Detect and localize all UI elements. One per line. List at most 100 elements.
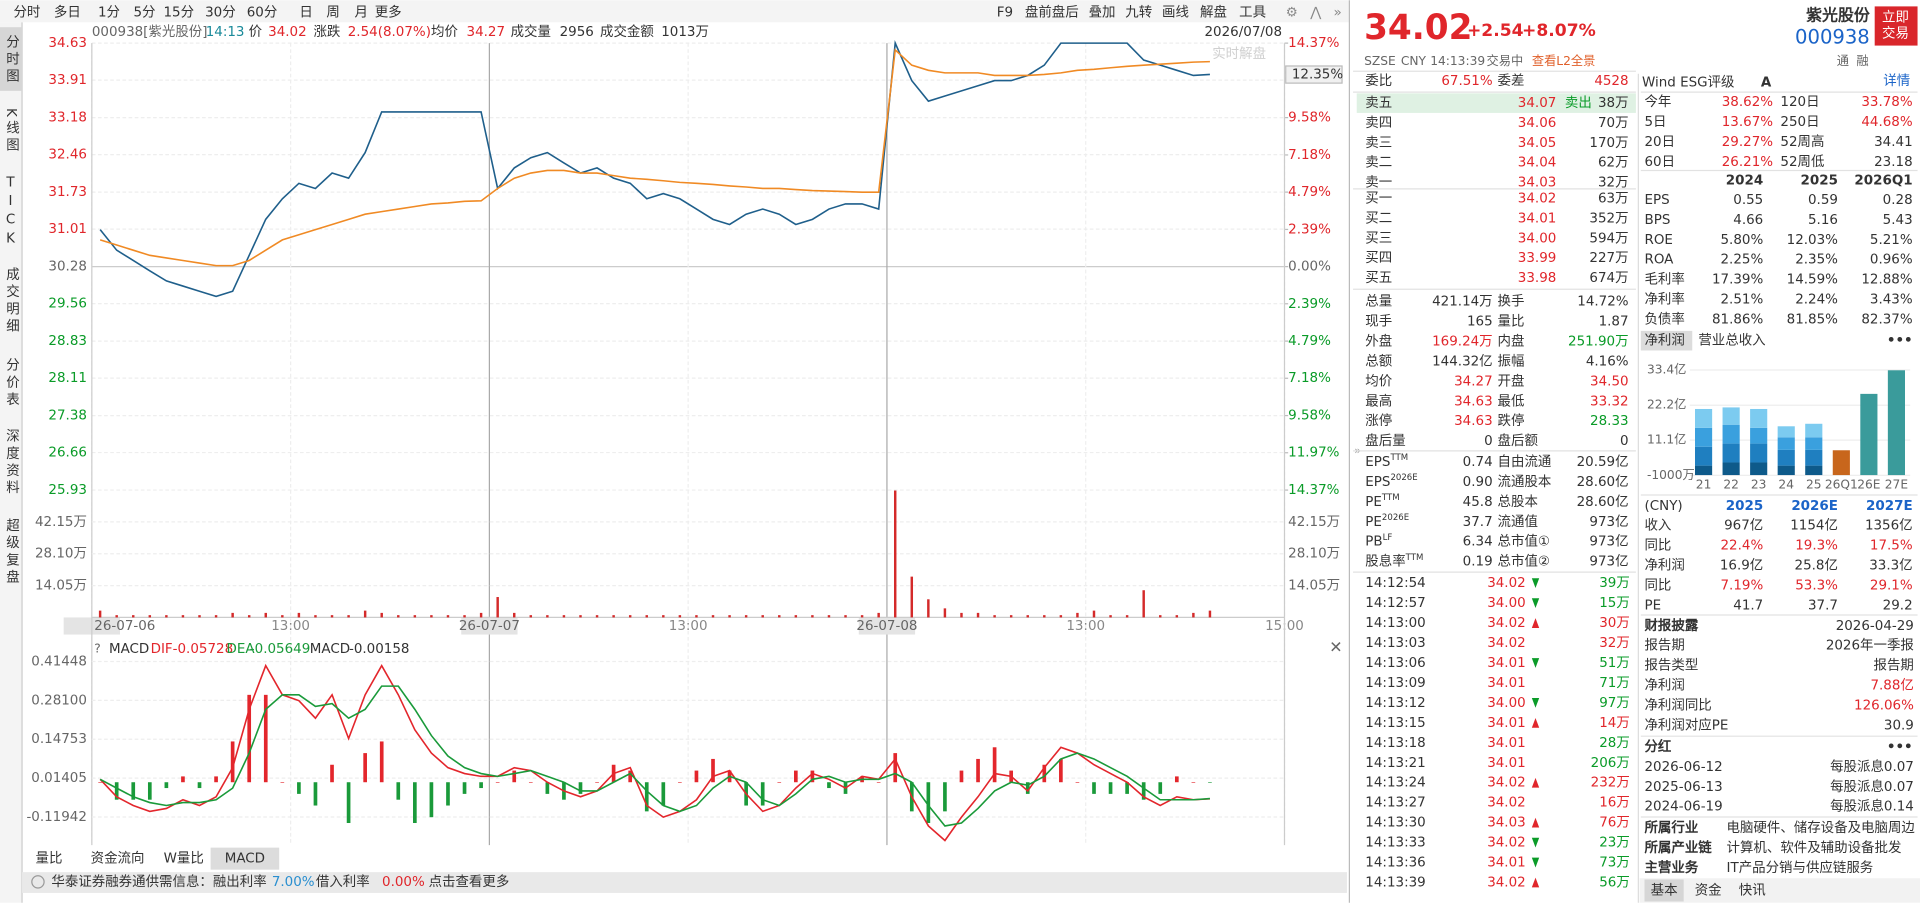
toolbar-button[interactable]: 周	[326, 6, 339, 21]
report-value: 7.88亿	[1870, 678, 1913, 694]
toolbar-button[interactable]: 1分	[98, 5, 120, 21]
quote-icon[interactable]: 融	[1856, 54, 1868, 68]
y-tick-label: 26.66	[48, 446, 87, 461]
toolbar-button[interactable]: F9	[997, 6, 1013, 21]
toolbar-button[interactable]: 多日	[54, 4, 81, 21]
toolbar-button[interactable]: 更多	[375, 4, 402, 21]
fin-label: 净利率	[1644, 291, 1684, 308]
footer-text: 7.00%	[272, 875, 315, 890]
profit-bar	[1805, 465, 1823, 476]
macd-bar	[479, 782, 483, 789]
volume-bar	[1076, 612, 1079, 618]
trade-button-label[interactable]: 交易	[1882, 24, 1909, 41]
help-icon[interactable]: ?	[94, 642, 101, 656]
toolbar-button[interactable]: 画线	[1162, 5, 1189, 21]
y2-tick-label: 42.15万	[1288, 515, 1340, 530]
volume-bar	[960, 612, 963, 618]
sidebar-tab[interactable]: 分价表	[3, 358, 20, 410]
right-tab[interactable]: 基本	[1651, 881, 1678, 898]
close-button[interactable]: ✕	[1329, 638, 1342, 657]
perf-label: 52周低	[1780, 154, 1824, 170]
perf-value: 44.68%	[1861, 115, 1913, 130]
trade-button-label[interactable]: 立即	[1882, 9, 1909, 25]
profit-bar	[1695, 465, 1713, 476]
toolbar-button[interactable]: 日	[299, 6, 312, 21]
profit-tab[interactable]: 营业总收入	[1698, 333, 1765, 349]
sidebar-tab[interactable]: 深度资料	[3, 429, 20, 498]
trade-arrow	[1531, 717, 1540, 728]
right-tab[interactable]: 资金	[1695, 882, 1722, 898]
valuation-sup: 2026E	[1382, 512, 1409, 522]
quote-meta[interactable]: 查看L2全景	[1532, 53, 1596, 68]
toolbar-button[interactable]: 解盘	[1200, 4, 1227, 21]
bottom-tab[interactable]: 量比	[36, 851, 63, 867]
volume-bar	[98, 610, 102, 618]
more-button[interactable]: •••	[1887, 334, 1913, 349]
forecast-value: 7.19%	[1721, 578, 1764, 593]
perf-label: 今年	[1644, 94, 1671, 110]
y2-tick-label: 7.18%	[1288, 371, 1331, 386]
volume-bar	[347, 615, 350, 618]
volume-bar	[1009, 615, 1013, 618]
sidebar-tab[interactable]: TICK	[3, 175, 18, 250]
y-tick-label: 22.2亿	[1647, 397, 1686, 412]
trade-arrow	[1531, 837, 1540, 848]
stat-value: 1.87	[1599, 314, 1629, 329]
profit-tab[interactable]: 净利润	[1644, 333, 1684, 349]
stat-value: 421.14万	[1432, 295, 1493, 310]
footer-text[interactable]: 点击查看更多	[429, 873, 510, 890]
volume-bar	[1125, 615, 1129, 618]
toolbar-button[interactable]: 九转	[1125, 5, 1152, 21]
toolbar-button[interactable]: 叠加	[1089, 5, 1116, 21]
bottom-tab[interactable]: W量比	[164, 851, 204, 867]
toolbar-button[interactable]: 30分	[205, 5, 236, 21]
sidebar-tab[interactable]: 超级复盘	[3, 518, 20, 587]
y-tick-label: -0.11942	[26, 810, 87, 825]
bottom-tab[interactable]: MACD	[225, 852, 265, 867]
sidebar-tab[interactable]: K线图	[3, 108, 20, 155]
trade-time: 14:13:09	[1365, 676, 1425, 691]
quote-icon[interactable]: 通	[1837, 54, 1849, 68]
forecast-label: 同比	[1644, 577, 1671, 593]
y-tick-label: 0.01405	[31, 771, 87, 786]
toolbar-button[interactable]: 分时	[13, 5, 40, 21]
report-label: 净利润同比	[1644, 697, 1711, 713]
toolbar-button[interactable]: 月	[354, 6, 367, 21]
book-volume: 38万	[1598, 96, 1629, 111]
toolbar-button[interactable]: 工具	[1239, 6, 1266, 21]
profit-bar	[1805, 423, 1823, 438]
macd-bar	[1025, 782, 1030, 794]
more-button[interactable]: •••	[1887, 740, 1913, 755]
trade-time: 14:13:12	[1365, 696, 1425, 711]
settings-icon[interactable]: ⚙	[1286, 6, 1298, 21]
sidebar-tab[interactable]: 分时图	[3, 34, 20, 86]
fin-value: 5.80%	[1721, 233, 1764, 248]
right-tab[interactable]: 快讯	[1739, 882, 1766, 898]
macd-bar	[760, 782, 765, 806]
volume-bar	[198, 615, 201, 618]
book-volume: 170万	[1589, 136, 1628, 151]
esg-detail[interactable]: 详情	[1883, 73, 1910, 89]
trade-price: 34.02	[1487, 796, 1526, 811]
stat-label: 振幅	[1498, 353, 1525, 369]
macd-header: -0.05728	[173, 642, 233, 657]
expand-icon[interactable]: »	[1333, 6, 1341, 21]
toolbar-button[interactable]: 5分	[133, 5, 155, 21]
book-volume: 594万	[1589, 231, 1628, 246]
toolbar-button[interactable]: 盘前盘后	[1025, 4, 1079, 21]
toolbar-button[interactable]: 60分	[247, 5, 278, 21]
trade-time: 14:13:15	[1365, 716, 1425, 731]
report-date: 2026-04-29	[1836, 619, 1914, 634]
macd-bar	[1042, 764, 1047, 783]
stat-value: 34.63	[1454, 414, 1493, 429]
x-tick-label: 26-07-07	[459, 619, 520, 634]
macd-bar	[181, 776, 185, 783]
profit-bar	[1832, 450, 1850, 476]
volume-bar	[877, 612, 880, 618]
sidebar-tab[interactable]: 成交明细	[3, 267, 20, 336]
toolbar-button[interactable]: 15分	[163, 5, 194, 21]
stat-value: 34.63	[1454, 394, 1493, 409]
bottom-tab[interactable]: 资金流向	[91, 851, 145, 867]
collapse-icon[interactable]: ⋀	[1309, 6, 1322, 21]
book-value: 4528	[1594, 74, 1628, 89]
